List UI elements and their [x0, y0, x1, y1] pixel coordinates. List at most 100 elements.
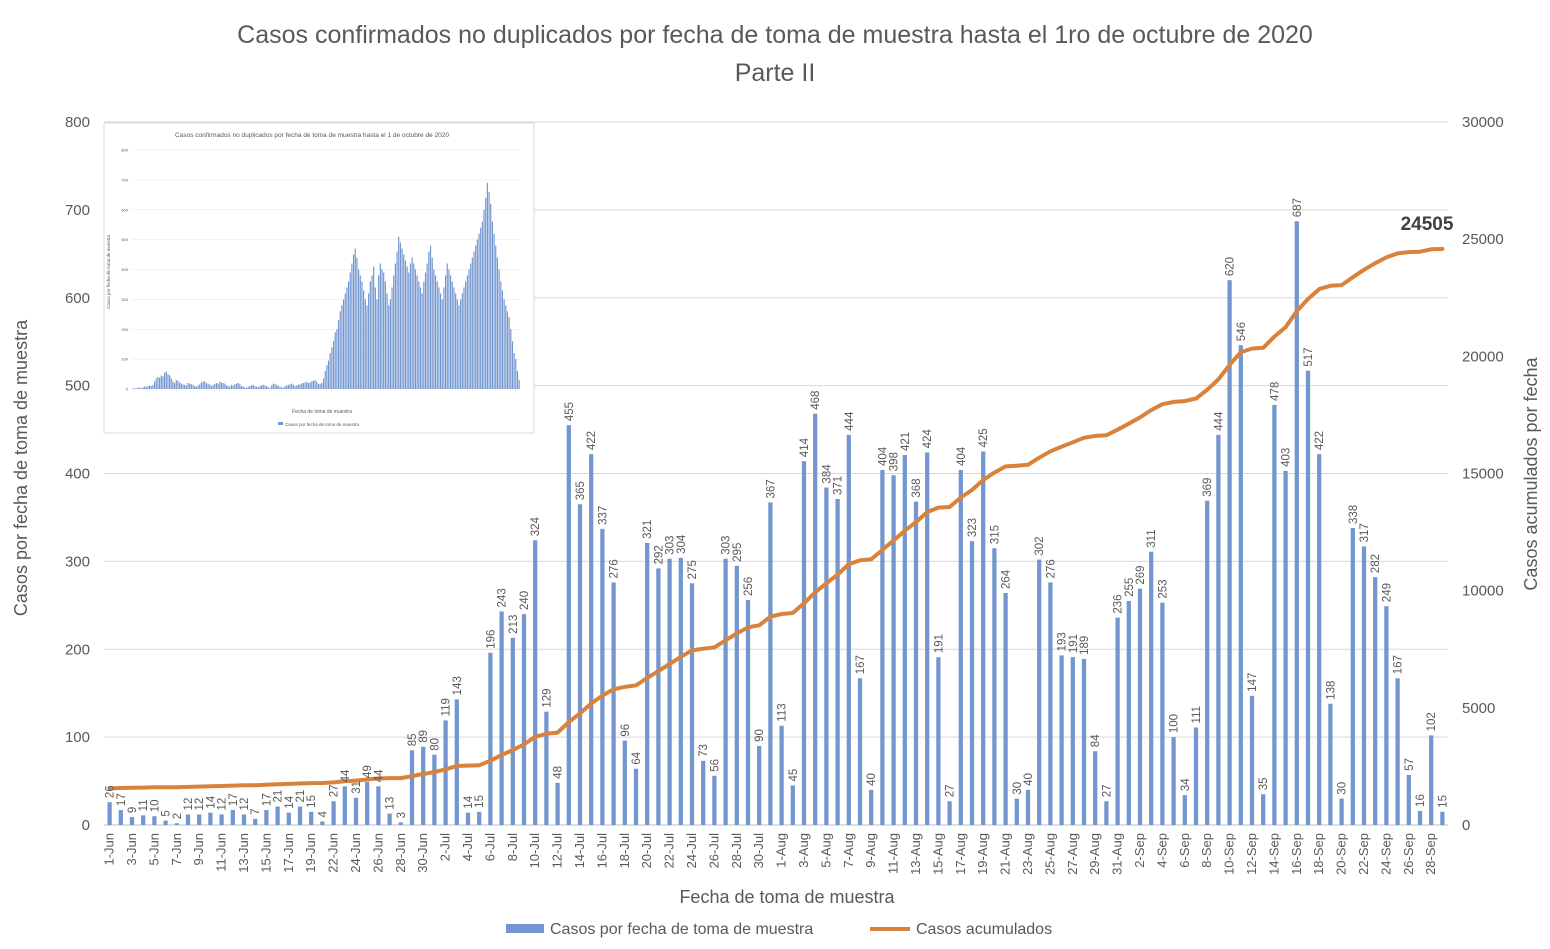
inset-bar	[486, 182, 488, 389]
inset-bar	[133, 388, 136, 389]
inset-bar	[403, 254, 405, 389]
x-tick-label: 11-Jun	[214, 833, 229, 872]
bar-data-label: 14	[463, 795, 475, 808]
bar	[488, 652, 493, 825]
bar-data-label: 444	[1213, 411, 1225, 431]
inset-bar	[210, 386, 213, 389]
x-tick-label: 5-Aug	[818, 833, 833, 868]
inset-bar	[478, 233, 480, 389]
bar	[678, 557, 683, 825]
bar	[219, 814, 224, 825]
y-axis-title: Casos por fecha de toma de muestra	[11, 319, 31, 616]
inset-bar	[475, 245, 477, 389]
inset-bar	[316, 381, 318, 389]
bar	[880, 469, 885, 825]
inset-bar	[378, 275, 380, 389]
bar	[689, 583, 695, 825]
inset-bar	[160, 375, 162, 389]
bar	[633, 768, 639, 825]
inset-bar	[342, 299, 345, 389]
bar	[353, 797, 359, 825]
x-tick-label: 7-Jun	[169, 833, 184, 866]
inset-bar	[399, 242, 402, 389]
bar	[275, 806, 280, 825]
bar-data-label: 10	[149, 799, 161, 812]
bar	[533, 540, 538, 825]
inset-bar	[426, 263, 428, 389]
bar	[1182, 795, 1187, 825]
inset-bar	[301, 383, 303, 389]
bar	[1137, 588, 1143, 825]
inset-bar	[356, 257, 358, 389]
bar	[958, 469, 963, 825]
bar	[1227, 280, 1232, 825]
inset-y-tick-label: 200	[121, 327, 128, 332]
bar-data-label: 34	[1180, 778, 1192, 791]
bar-data-label: 369	[1202, 478, 1214, 497]
inset-bar	[220, 382, 223, 389]
bar-data-label: 11	[138, 799, 150, 811]
bar-data-label: 2	[172, 813, 184, 819]
inset-bar	[230, 384, 233, 389]
inset-bar	[311, 381, 313, 389]
x-tick-label: 3-Jun	[124, 833, 139, 866]
bar-data-label: 57	[1404, 758, 1416, 771]
bar	[555, 782, 560, 825]
inset-bar	[423, 281, 425, 389]
x-tick-label: 30-Jul	[751, 833, 766, 869]
inset-bar	[307, 383, 310, 389]
bar	[1384, 606, 1389, 825]
inset-bar	[185, 385, 187, 389]
bar-data-label: 5	[161, 810, 173, 816]
bar-data-label: 384	[821, 464, 833, 484]
x-tick-label: 26-Sep	[1401, 833, 1416, 875]
bar-data-label: 7	[250, 808, 262, 814]
bar	[589, 454, 594, 825]
bar	[824, 487, 829, 825]
inset-bar	[254, 386, 256, 389]
inset-bar	[436, 281, 438, 389]
inset-bar	[458, 305, 460, 389]
bar	[1406, 774, 1411, 825]
bar	[757, 745, 762, 825]
y2-tick-label: 20000	[1462, 348, 1504, 365]
bar-data-label: 17	[228, 793, 240, 806]
inset-bar	[132, 388, 134, 389]
bar-data-label: 14	[205, 795, 217, 808]
x-tick-label: 6-Jul	[482, 833, 497, 861]
inset-bar	[439, 293, 442, 389]
inset-bar	[189, 383, 191, 389]
inset-bar	[272, 383, 274, 389]
bar	[1350, 527, 1355, 825]
inset-bar	[511, 341, 514, 389]
y2-axis-title: Casos acumulados por fecha	[1521, 356, 1541, 590]
inset-bar	[324, 371, 326, 389]
bar-data-label: 31	[351, 781, 363, 794]
inset-bar	[224, 383, 226, 389]
bar-data-label: 321	[642, 520, 654, 539]
bar-data-label: 368	[911, 478, 923, 497]
inset-bar	[182, 384, 184, 389]
bar-data-label: 30	[1337, 782, 1349, 795]
bar-data-label: 49	[362, 765, 374, 778]
bar-data-label: 276	[609, 559, 621, 578]
inset-bar	[172, 381, 174, 389]
bar-data-label: 236	[1113, 594, 1125, 613]
inset-bar	[515, 359, 517, 389]
inset-bar	[148, 385, 151, 389]
x-tick-label: 12-Jul	[550, 833, 565, 869]
bar-data-label: 102	[1426, 712, 1438, 731]
bar	[712, 775, 717, 825]
x-tick-label: 9-Aug	[863, 833, 878, 868]
inset-bar	[413, 263, 415, 389]
bar	[577, 504, 583, 825]
bar-data-label: 167	[855, 655, 867, 674]
bar-data-label: 113	[777, 703, 789, 721]
bar-data-label: 414	[799, 437, 811, 457]
bar-data-label: 403	[1281, 448, 1293, 467]
inset-bar	[383, 272, 385, 389]
inset-bar	[500, 281, 502, 389]
inset-bar	[388, 305, 390, 389]
inset-bar	[204, 381, 206, 389]
bar	[331, 801, 336, 825]
